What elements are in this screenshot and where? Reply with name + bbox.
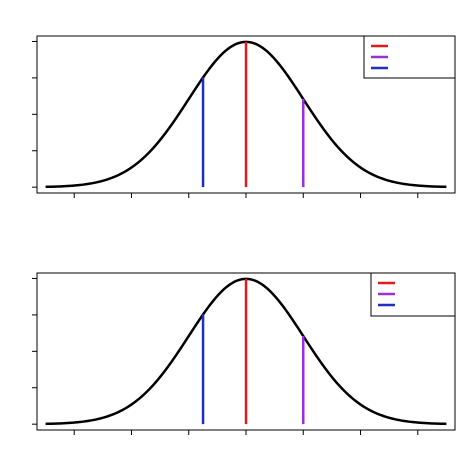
legend-box	[370, 272, 456, 317]
legend	[370, 272, 456, 317]
chart-panel-1	[32, 35, 456, 198]
chart-panel-2	[32, 272, 456, 435]
legend	[363, 35, 456, 79]
